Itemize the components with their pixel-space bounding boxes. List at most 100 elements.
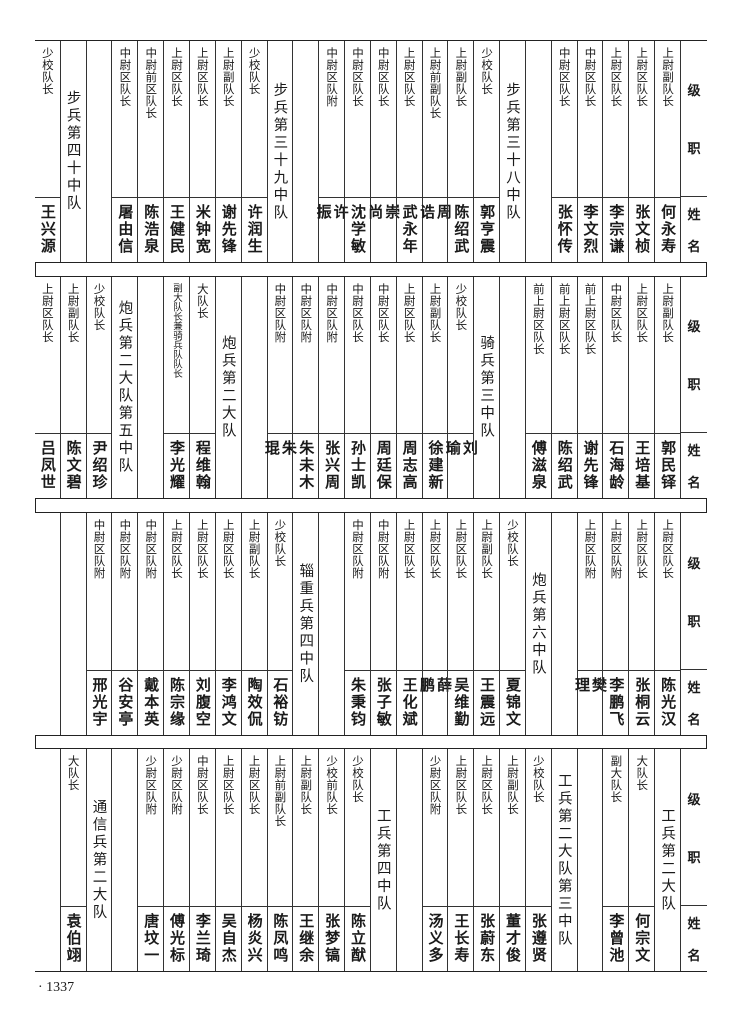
person-column: 上尉区队长 武永年 — [395, 41, 422, 262]
rank-cell: 中尉区队长 — [112, 41, 137, 197]
name-text: 何宗文 — [633, 913, 652, 964]
unit-column: 通信兵第二大队 — [85, 749, 112, 971]
header-column: 级职姓名 — [680, 41, 707, 262]
rank-text: 上尉区队长 — [635, 283, 650, 343]
rank-text: 中尉区队附 — [376, 519, 391, 579]
unit-label: 骑兵第三中队 — [478, 335, 495, 440]
rank-cell: 少校前队长 — [319, 749, 344, 906]
person-column: 大队长 袁伯翊 — [59, 749, 86, 971]
rank-cell: 中尉区队长 — [345, 277, 370, 433]
name-cell: 吕凤世 — [34, 433, 60, 498]
rank-text: 中尉区队附 — [299, 283, 314, 343]
person-column: 中尉区队附 朱未木 — [292, 277, 319, 498]
header-char: 名 — [687, 240, 701, 256]
person-column: 中尉区队长 张怀传 — [550, 41, 577, 262]
name-cell: 傅滋泉 — [525, 433, 551, 498]
name-text: 陈浩泉 — [142, 204, 161, 255]
person-column: 上尉区队长 王培基 — [628, 277, 655, 498]
rank-cell: 少尉区队附 — [138, 749, 163, 906]
name-cell: 许润生 — [241, 197, 267, 262]
name-cell: 陈绍武 — [448, 197, 474, 262]
rank-cell: 中尉区队长 — [371, 277, 396, 433]
rank-cell: 中尉区队附 — [138, 513, 163, 670]
rank-cell: 中尉区队长 — [345, 41, 370, 197]
name-cell: 陈文碧 — [60, 433, 86, 498]
rank-cell: 上尉区队长 — [242, 749, 267, 906]
name-text: 周志高 — [400, 440, 419, 491]
name-cell: 尹绍珍 — [86, 433, 112, 498]
rank-cell: 上尉区队长 — [190, 41, 215, 197]
person-column: 大队长 程维翰 — [188, 277, 215, 498]
rank-text: 上尉区队长 — [454, 755, 469, 815]
unit-label: 步兵第三十八中队 — [504, 81, 521, 222]
person-column: 前上尉区队长 陈绍武 — [550, 277, 577, 498]
name-text: 许润生 — [245, 204, 264, 255]
rank-text: 上尉区队长 — [40, 283, 55, 343]
name-cell: 王震远 — [474, 670, 500, 735]
rank-cell: 上尉区队长 — [448, 749, 473, 906]
person-column: 中尉区队长 崇尚 — [366, 41, 401, 262]
person-column: 少校队长 夏锦文 — [499, 513, 525, 735]
person-column: 中尉前区队长 陈浩泉 — [137, 41, 164, 262]
rank-text: 中尉区队长 — [376, 283, 391, 343]
name-cell: 朱秉钧 — [345, 670, 370, 735]
name-cell: 朱未木 — [293, 433, 319, 498]
person-column: 大队长 何宗文 — [628, 749, 655, 971]
name-text: 陈绍武 — [452, 204, 471, 255]
unit-column: 步兵第三十九中队 — [266, 41, 293, 262]
person-column: 上尉前副队长 陈凤鸣 — [266, 749, 293, 971]
header-column: 级职姓名 — [680, 277, 707, 498]
rank-cell: 上尉区队长 — [603, 41, 628, 197]
person-column: 上尉副队长 陈绍武 — [447, 41, 474, 262]
person-column: 上尉区队长 李宗谦 — [602, 41, 629, 262]
rank-text: 上尉区队长 — [221, 755, 236, 815]
name-cell: 王健民 — [164, 197, 189, 262]
rank-text: 上尉副队长 — [221, 47, 236, 107]
name-text: 陈立猷 — [348, 913, 367, 964]
person-column: 中尉区队长 李兰琦 — [188, 749, 215, 971]
rank-cell: 中尉区队附 — [345, 513, 370, 670]
name-text: 程维翰 — [193, 440, 212, 491]
unit-column: 辎重兵第四中队 — [292, 513, 318, 735]
name-text: 崇尚 — [366, 204, 402, 239]
person-column: 中尉区队长 周廷保 — [369, 277, 396, 498]
rank-text: 大队长 — [635, 755, 650, 791]
name-cell: 许振 — [315, 197, 350, 262]
name-cell: 沈学敏 — [345, 197, 370, 262]
rank-text: 副大队长 — [609, 755, 624, 803]
rank-cell: 上尉区队长 — [629, 41, 654, 197]
person-column: 副大队长兼骑兵队队长 李光耀 — [163, 277, 189, 498]
header-char: 职 — [687, 141, 701, 157]
rank-cell: 中尉区队附 — [371, 513, 396, 670]
name-text: 唐坟一 — [142, 913, 161, 964]
name-cell: 李曾池 — [603, 906, 629, 971]
person-column: 中尉区队长 李文烈 — [576, 41, 603, 262]
rank-text: 少校队长 — [531, 755, 546, 803]
name-text: 石海龄 — [607, 440, 626, 491]
name-text: 武永年 — [400, 204, 419, 255]
rank-cell: 上尉副队长 — [448, 41, 473, 197]
unit-column: 骑兵第三中队 — [473, 277, 499, 498]
unit-label: 步兵第三十九中队 — [271, 81, 288, 222]
rank-cell: 中尉区队附 — [293, 277, 318, 433]
rank-text: 中尉区队长 — [376, 47, 391, 107]
person-column: 上尉副队长 董才俊 — [499, 749, 525, 971]
rank-text: 上尉区队长 — [170, 47, 185, 107]
rank-cell: 上尉区队长 — [423, 513, 448, 670]
rank-text: 上尉区队附 — [609, 519, 624, 579]
rank-cell: 大队长 — [190, 277, 215, 433]
rank-text: 上尉副队长 — [247, 519, 262, 579]
name-text: 徐建新 — [426, 440, 445, 491]
rank-text: 大队长 — [66, 755, 81, 791]
name-cell: 王继余 — [293, 906, 319, 971]
rank-text: 中尉区队附 — [350, 519, 365, 579]
name-cell: 周诰 — [418, 197, 453, 262]
person-column: 中尉区队附 谷安亭 — [111, 513, 138, 735]
rank-cell: 中尉前区队长 — [138, 41, 163, 197]
name-cell: 郭民铎 — [655, 433, 680, 498]
rank-text: 中尉区队长 — [350, 283, 365, 343]
name-cell: 周廷保 — [370, 433, 396, 498]
rank-cell: 上尉前副队长 — [423, 41, 448, 197]
rank-cell: 上尉副队长 — [474, 513, 499, 670]
name-text: 杨炎兴 — [245, 913, 264, 964]
